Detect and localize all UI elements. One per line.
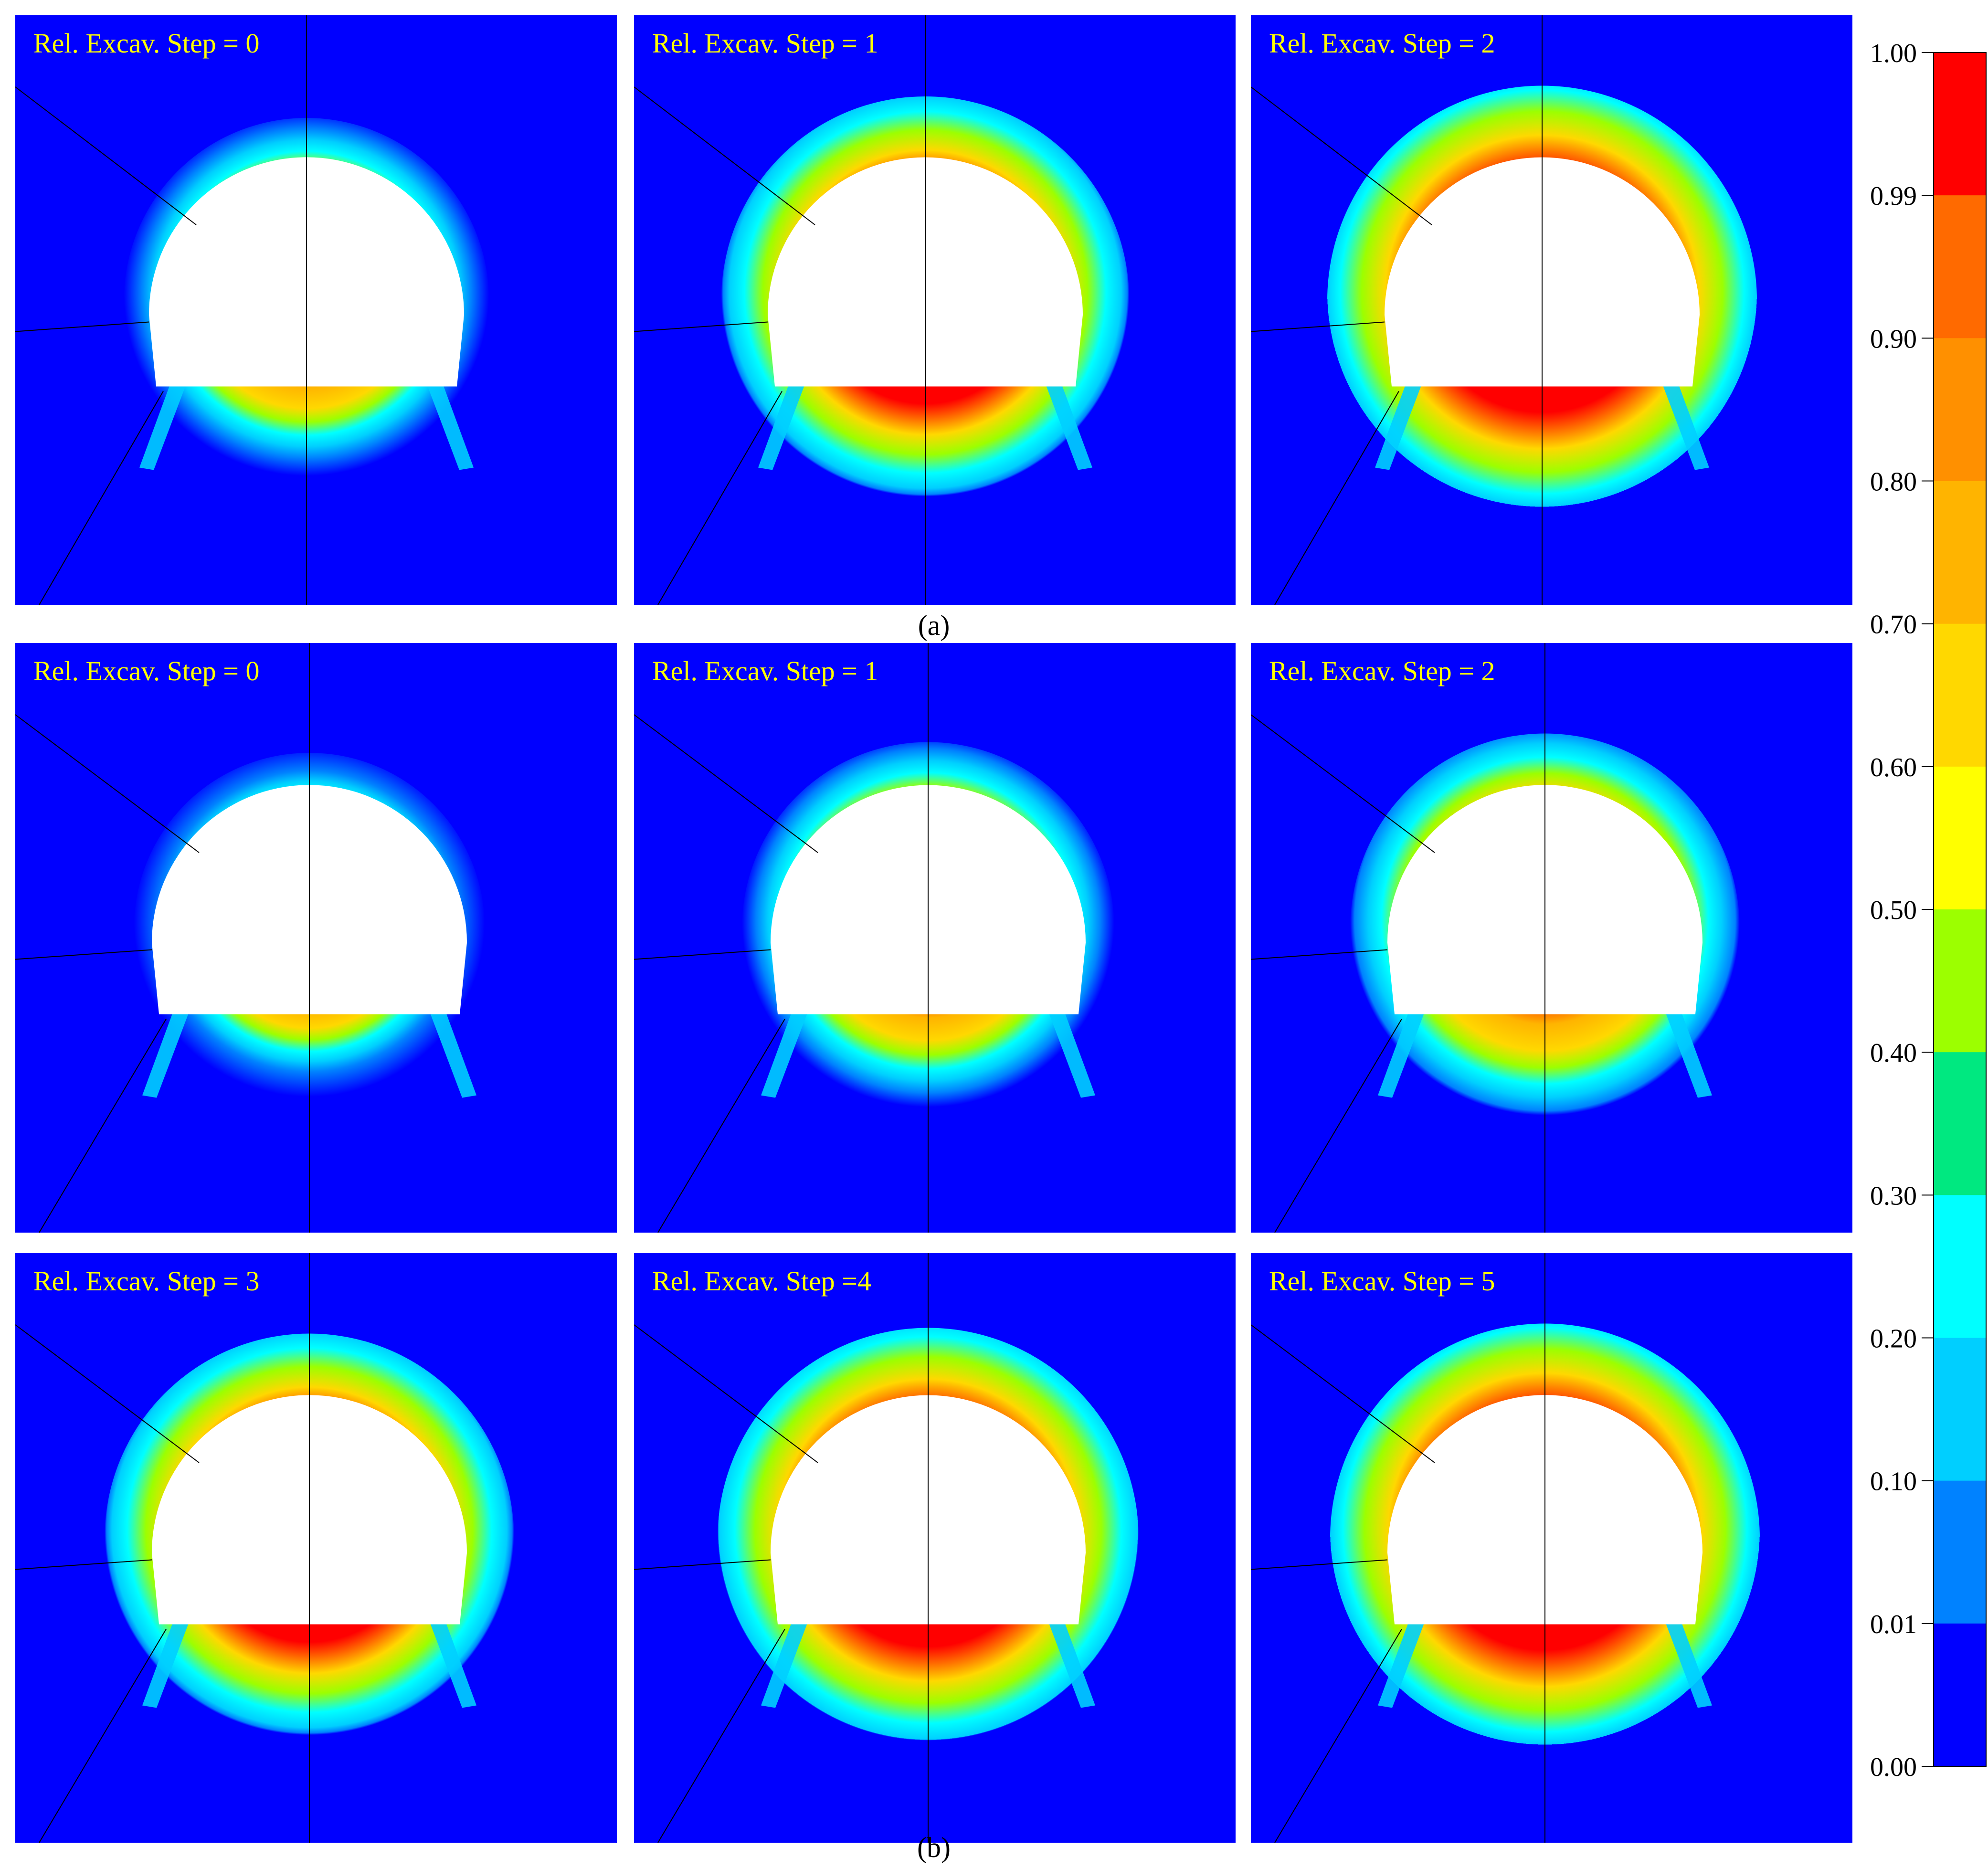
contour-panel-1-2: Rel. Excav. Step = 2 [1250, 643, 1852, 1233]
panel-title: Rel. Excav. Step = 1 [652, 28, 878, 59]
colorbar-segment [1934, 195, 1986, 339]
colorbar-segment [1934, 1052, 1986, 1196]
upper-diagonal-line [1250, 86, 1432, 225]
panel-title: Rel. Excav. Step = 2 [1269, 655, 1495, 686]
panel-title: Rel. Excav. Step = 5 [1269, 1266, 1495, 1297]
panel-title: Rel. Excav. Step = 0 [33, 28, 260, 59]
panel-title: Rel. Excav. Step = 3 [33, 1266, 260, 1297]
colorbar: 1.00 0.99 0.90 0.80 0.70 0.60 0.50 0.40 0.30 0.20… [1870, 39, 1987, 1782]
left-wing-zone [1378, 1615, 1426, 1708]
lower-diagonal-line [39, 1018, 167, 1233]
colorbar-segment [1934, 338, 1986, 482]
panel-title: Rel. Excav. Step =4 [652, 1266, 871, 1297]
colorbar-segment [1934, 481, 1986, 624]
colorbar-segment [1934, 1195, 1986, 1339]
left-wing-zone [761, 1004, 809, 1098]
right-wing-zone [1047, 1004, 1095, 1098]
panel-title: Rel. Excav. Step = 0 [33, 655, 260, 686]
colorbar-tick-label: 0.30 [1870, 1181, 1917, 1211]
contour-panel-0-1: Rel. Excav. Step = 1 [634, 15, 1236, 605]
colorbar-tick-label: 0.90 [1870, 324, 1917, 354]
lower-diagonal-line [39, 390, 164, 605]
horizontal-line [15, 1559, 152, 1570]
colorbar-segment [1934, 623, 1986, 767]
horizontal-line [1250, 949, 1388, 960]
horizontal-line [1250, 321, 1385, 332]
right-wing-zone [429, 1004, 476, 1098]
colorbar-tick-label: 0.60 [1870, 753, 1917, 782]
upper-diagonal-line [15, 1324, 200, 1463]
lower-diagonal-line [657, 1018, 785, 1233]
left-wing-zone [758, 377, 806, 470]
right-wing-zone [1664, 1615, 1712, 1708]
lower-diagonal-line [1274, 390, 1399, 605]
upper-diagonal-line [634, 714, 818, 853]
upper-diagonal-line [1250, 1324, 1435, 1463]
colorbar-tick-label: 0.40 [1870, 1038, 1917, 1068]
contour-panel-1-3: Rel. Excav. Step = 3 [15, 1253, 617, 1843]
colorbar-segment [1934, 1623, 1986, 1767]
panel-title: Rel. Excav. Step = 2 [1269, 28, 1495, 59]
right-wing-zone [1047, 1615, 1095, 1708]
colorbar-tick-label: 0.20 [1870, 1324, 1917, 1354]
contour-panel-0-2: Rel. Excav. Step = 2 [1250, 15, 1852, 605]
upper-diagonal-line [634, 1324, 818, 1463]
left-wing-zone [1375, 377, 1423, 470]
horizontal-line [15, 321, 149, 332]
upper-diagonal-line [15, 86, 197, 225]
lower-diagonal-line [657, 390, 783, 605]
lower-diagonal-line [657, 1628, 785, 1843]
contour-panel-0-0: Rel. Excav. Step = 0 [15, 15, 617, 605]
horizontal-line [1250, 1559, 1388, 1570]
panel-group-caption: (a) [918, 610, 950, 641]
horizontal-line [634, 321, 768, 332]
upper-diagonal-line [15, 714, 200, 853]
contour-panel-1-0: Rel. Excav. Step = 0 [15, 643, 617, 1233]
left-wing-zone [142, 1004, 190, 1098]
colorbar-segment [1934, 766, 1986, 910]
colorbar-tick-label: 0.01 [1870, 1610, 1917, 1639]
lower-diagonal-line [1274, 1628, 1402, 1843]
horizontal-line [634, 949, 771, 960]
colorbar-segment [1934, 1480, 1986, 1624]
contour-panel-1-1: Rel. Excav. Step = 1 [634, 643, 1236, 1233]
panel-group-caption: (b) [917, 1832, 951, 1863]
right-wing-zone [1045, 377, 1092, 470]
contour-panel-1-4: Rel. Excav. Step =4 [634, 1253, 1236, 1843]
horizontal-line [15, 949, 152, 960]
right-wing-zone [429, 1615, 476, 1708]
colorbar-segment [1934, 53, 1986, 196]
colorbar-tick-label: 0.00 [1870, 1752, 1917, 1782]
colorbar-tick-label: 0.99 [1870, 181, 1917, 211]
lower-diagonal-line [39, 1628, 167, 1843]
upper-diagonal-line [1250, 714, 1435, 853]
right-wing-zone [1664, 1004, 1712, 1098]
right-wing-zone [426, 377, 474, 470]
left-wing-zone [761, 1615, 809, 1708]
left-wing-zone [142, 1615, 190, 1708]
contour-panel-1-5: Rel. Excav. Step = 5 [1250, 1253, 1852, 1843]
panel-title: Rel. Excav. Step = 1 [652, 655, 878, 686]
colorbar-tick-label: 0.10 [1870, 1467, 1917, 1497]
colorbar-segment [1934, 909, 1986, 1053]
lower-diagonal-line [1274, 1018, 1402, 1233]
colorbar-tick-label: 1.00 [1870, 39, 1917, 68]
colorbar-tick-label: 0.50 [1870, 896, 1917, 925]
colorbar-tick-label: 0.80 [1870, 467, 1917, 497]
upper-diagonal-line [634, 86, 815, 225]
horizontal-line [634, 1559, 771, 1570]
colorbar-tick-label: 0.70 [1870, 610, 1917, 640]
right-wing-zone [1661, 377, 1709, 470]
left-wing-zone [1378, 1004, 1426, 1098]
colorbar-segment [1934, 1338, 1986, 1481]
left-wing-zone [139, 377, 187, 470]
